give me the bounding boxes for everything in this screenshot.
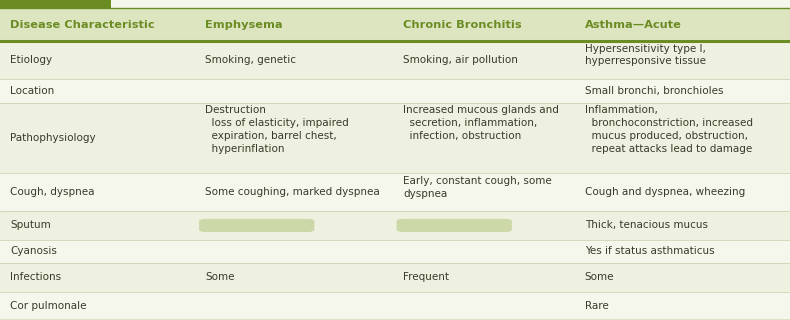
Text: Increased mucous glands and
  secretion, inflammation,
  infection, obstruction: Increased mucous glands and secretion, i… — [403, 105, 559, 141]
Bar — [0, 102, 790, 173]
Text: Destruction
  loss of elasticity, impaired
  expiration, barrel chest,
  hyperin: Destruction loss of elasticity, impaired… — [205, 105, 349, 154]
Text: Cor pulmonale: Cor pulmonale — [10, 301, 87, 311]
FancyBboxPatch shape — [397, 219, 512, 232]
Text: Asthma—Acute: Asthma—Acute — [585, 20, 682, 29]
Text: Thick, tenacious mucus: Thick, tenacious mucus — [585, 220, 708, 230]
Bar — [0, 292, 790, 320]
Text: Disease Characteristic: Disease Characteristic — [10, 20, 155, 29]
Text: Infections: Infections — [10, 272, 62, 283]
Bar — [0, 211, 790, 240]
Text: Frequent: Frequent — [403, 272, 449, 283]
Bar — [0, 79, 790, 102]
Text: Cough and dyspnea, wheezing: Cough and dyspnea, wheezing — [585, 188, 745, 197]
Bar — [0, 240, 790, 263]
Text: Hypersensitivity type I,
hyperresponsive tissue: Hypersensitivity type I, hyperresponsive… — [585, 44, 705, 67]
Text: Smoking, air pollution: Smoking, air pollution — [403, 55, 517, 65]
Bar — [0, 0, 111, 8]
Text: Emphysema: Emphysema — [205, 20, 283, 29]
Text: Etiology: Etiology — [10, 55, 52, 65]
Text: Some: Some — [585, 272, 614, 283]
Text: Inflammation,
  bronchoconstriction, increased
  mucus produced, obstruction,
  : Inflammation, bronchoconstriction, incre… — [585, 105, 753, 154]
Bar — [0, 263, 790, 292]
Text: Rare: Rare — [585, 301, 608, 311]
Text: Location: Location — [10, 86, 55, 96]
Text: Chronic Bronchitis: Chronic Bronchitis — [403, 20, 521, 29]
Text: Early, constant cough, some
dyspnea: Early, constant cough, some dyspnea — [403, 176, 551, 199]
Bar — [0, 41, 790, 79]
Text: Yes if status asthmaticus: Yes if status asthmaticus — [585, 246, 714, 256]
Bar — [0, 8, 790, 41]
Bar — [0, 173, 790, 211]
Text: Smoking, genetic: Smoking, genetic — [205, 55, 296, 65]
Text: Small bronchi, bronchioles: Small bronchi, bronchioles — [585, 86, 723, 96]
Text: Some coughing, marked dyspnea: Some coughing, marked dyspnea — [205, 188, 380, 197]
Text: Pathophysiology: Pathophysiology — [10, 133, 96, 143]
Text: Cough, dyspnea: Cough, dyspnea — [10, 188, 95, 197]
FancyBboxPatch shape — [199, 219, 314, 232]
Text: Sputum: Sputum — [10, 220, 51, 230]
Text: Some: Some — [205, 272, 235, 283]
Text: Cyanosis: Cyanosis — [10, 246, 57, 256]
